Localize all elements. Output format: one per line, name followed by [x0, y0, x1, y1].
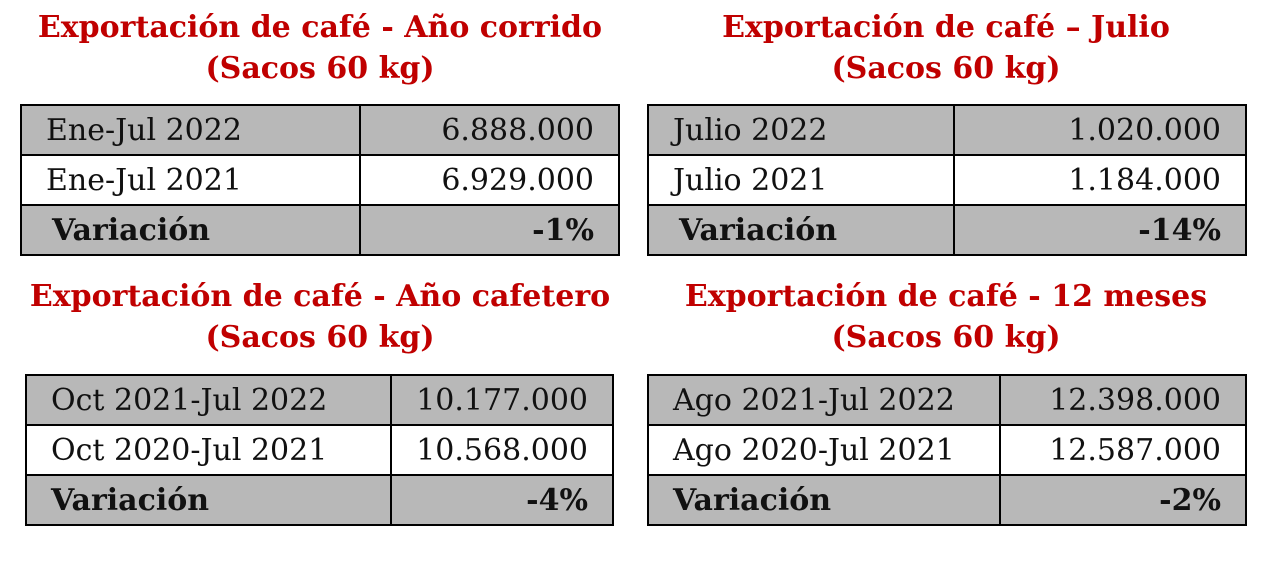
- row-label: Julio 2021: [647, 154, 955, 206]
- panel-title: Exportación de café - 12 meses (Sacos 60…: [646, 276, 1246, 358]
- variation-row: Variación -1%: [20, 204, 620, 256]
- row-label: Ago 2020-Jul 2021: [647, 424, 1001, 476]
- table-row: Ago 2021-Jul 2022 12.398.000: [647, 374, 1247, 426]
- table-row: Ene-Jul 2021 6.929.000: [20, 154, 620, 206]
- row-value: 12.587.000: [999, 424, 1247, 476]
- panel-title: Exportación de café – Julio (Sacos 60 kg…: [646, 7, 1246, 89]
- table-row: Julio 2021 1.184.000: [647, 154, 1247, 206]
- variation-value: -1%: [359, 204, 620, 256]
- variation-value: -2%: [999, 474, 1247, 526]
- row-label: Ene-Jul 2022: [20, 104, 361, 156]
- table-row: Julio 2022 1.020.000: [647, 104, 1247, 156]
- title-line-2: (Sacos 60 kg): [205, 320, 435, 355]
- data-table: Ene-Jul 2022 6.888.000 Ene-Jul 2021 6.92…: [20, 104, 620, 256]
- title-line-1: Exportación de café - 12 meses: [684, 279, 1208, 314]
- row-value: 12.398.000: [999, 374, 1247, 426]
- title-line-2: (Sacos 60 kg): [831, 320, 1061, 355]
- variation-row: Variación -2%: [647, 474, 1247, 526]
- title-line-2: (Sacos 60 kg): [205, 51, 435, 86]
- row-value: 1.184.000: [953, 154, 1247, 206]
- panel-title: Exportación de café - Año corrido (Sacos…: [0, 7, 640, 89]
- variation-row: Variación -14%: [647, 204, 1247, 256]
- variation-label: Variación: [25, 474, 392, 526]
- row-label: Oct 2020-Jul 2021: [25, 424, 392, 476]
- panel-anio-cafetero: Exportación de café - Año cafetero (Saco…: [0, 276, 640, 526]
- row-label: Ene-Jul 2021: [20, 154, 361, 206]
- panel-julio: Exportación de café – Julio (Sacos 60 kg…: [0, 0, 1273, 270]
- table-row: Oct 2021-Jul 2022 10.177.000: [25, 374, 614, 426]
- panel-anio-corrido: Exportación de café - Año corrido (Sacos…: [0, 0, 640, 270]
- row-value: 6.929.000: [359, 154, 620, 206]
- row-label: Ago 2021-Jul 2022: [647, 374, 1001, 426]
- row-value: 10.568.000: [390, 424, 614, 476]
- title-line-2: (Sacos 60 kg): [831, 51, 1061, 86]
- variation-row: Variación -4%: [25, 474, 614, 526]
- data-table: Julio 2022 1.020.000 Julio 2021 1.184.00…: [647, 104, 1247, 256]
- row-value: 1.020.000: [953, 104, 1247, 156]
- panel-title: Exportación de café - Año cafetero (Saco…: [0, 276, 640, 358]
- variation-value: -14%: [953, 204, 1247, 256]
- data-table: Oct 2021-Jul 2022 10.177.000 Oct 2020-Ju…: [25, 374, 614, 526]
- table-row: Oct 2020-Jul 2021 10.568.000: [25, 424, 614, 476]
- variation-value: -4%: [390, 474, 614, 526]
- row-label: Oct 2021-Jul 2022: [25, 374, 392, 426]
- row-value: 6.888.000: [359, 104, 620, 156]
- row-value: 10.177.000: [390, 374, 614, 426]
- title-line-1: Exportación de café - Año cafetero: [29, 279, 611, 314]
- data-table: Ago 2021-Jul 2022 12.398.000 Ago 2020-Ju…: [647, 374, 1247, 526]
- table-row: Ene-Jul 2022 6.888.000: [20, 104, 620, 156]
- title-line-1: Exportación de café – Julio: [722, 10, 1170, 45]
- title-line-1: Exportación de café - Año corrido: [37, 10, 603, 45]
- variation-label: Variación: [20, 204, 361, 256]
- variation-label: Variación: [647, 474, 1001, 526]
- table-row: Ago 2020-Jul 2021 12.587.000: [647, 424, 1247, 476]
- variation-label: Variación: [647, 204, 955, 256]
- row-label: Julio 2022: [647, 104, 955, 156]
